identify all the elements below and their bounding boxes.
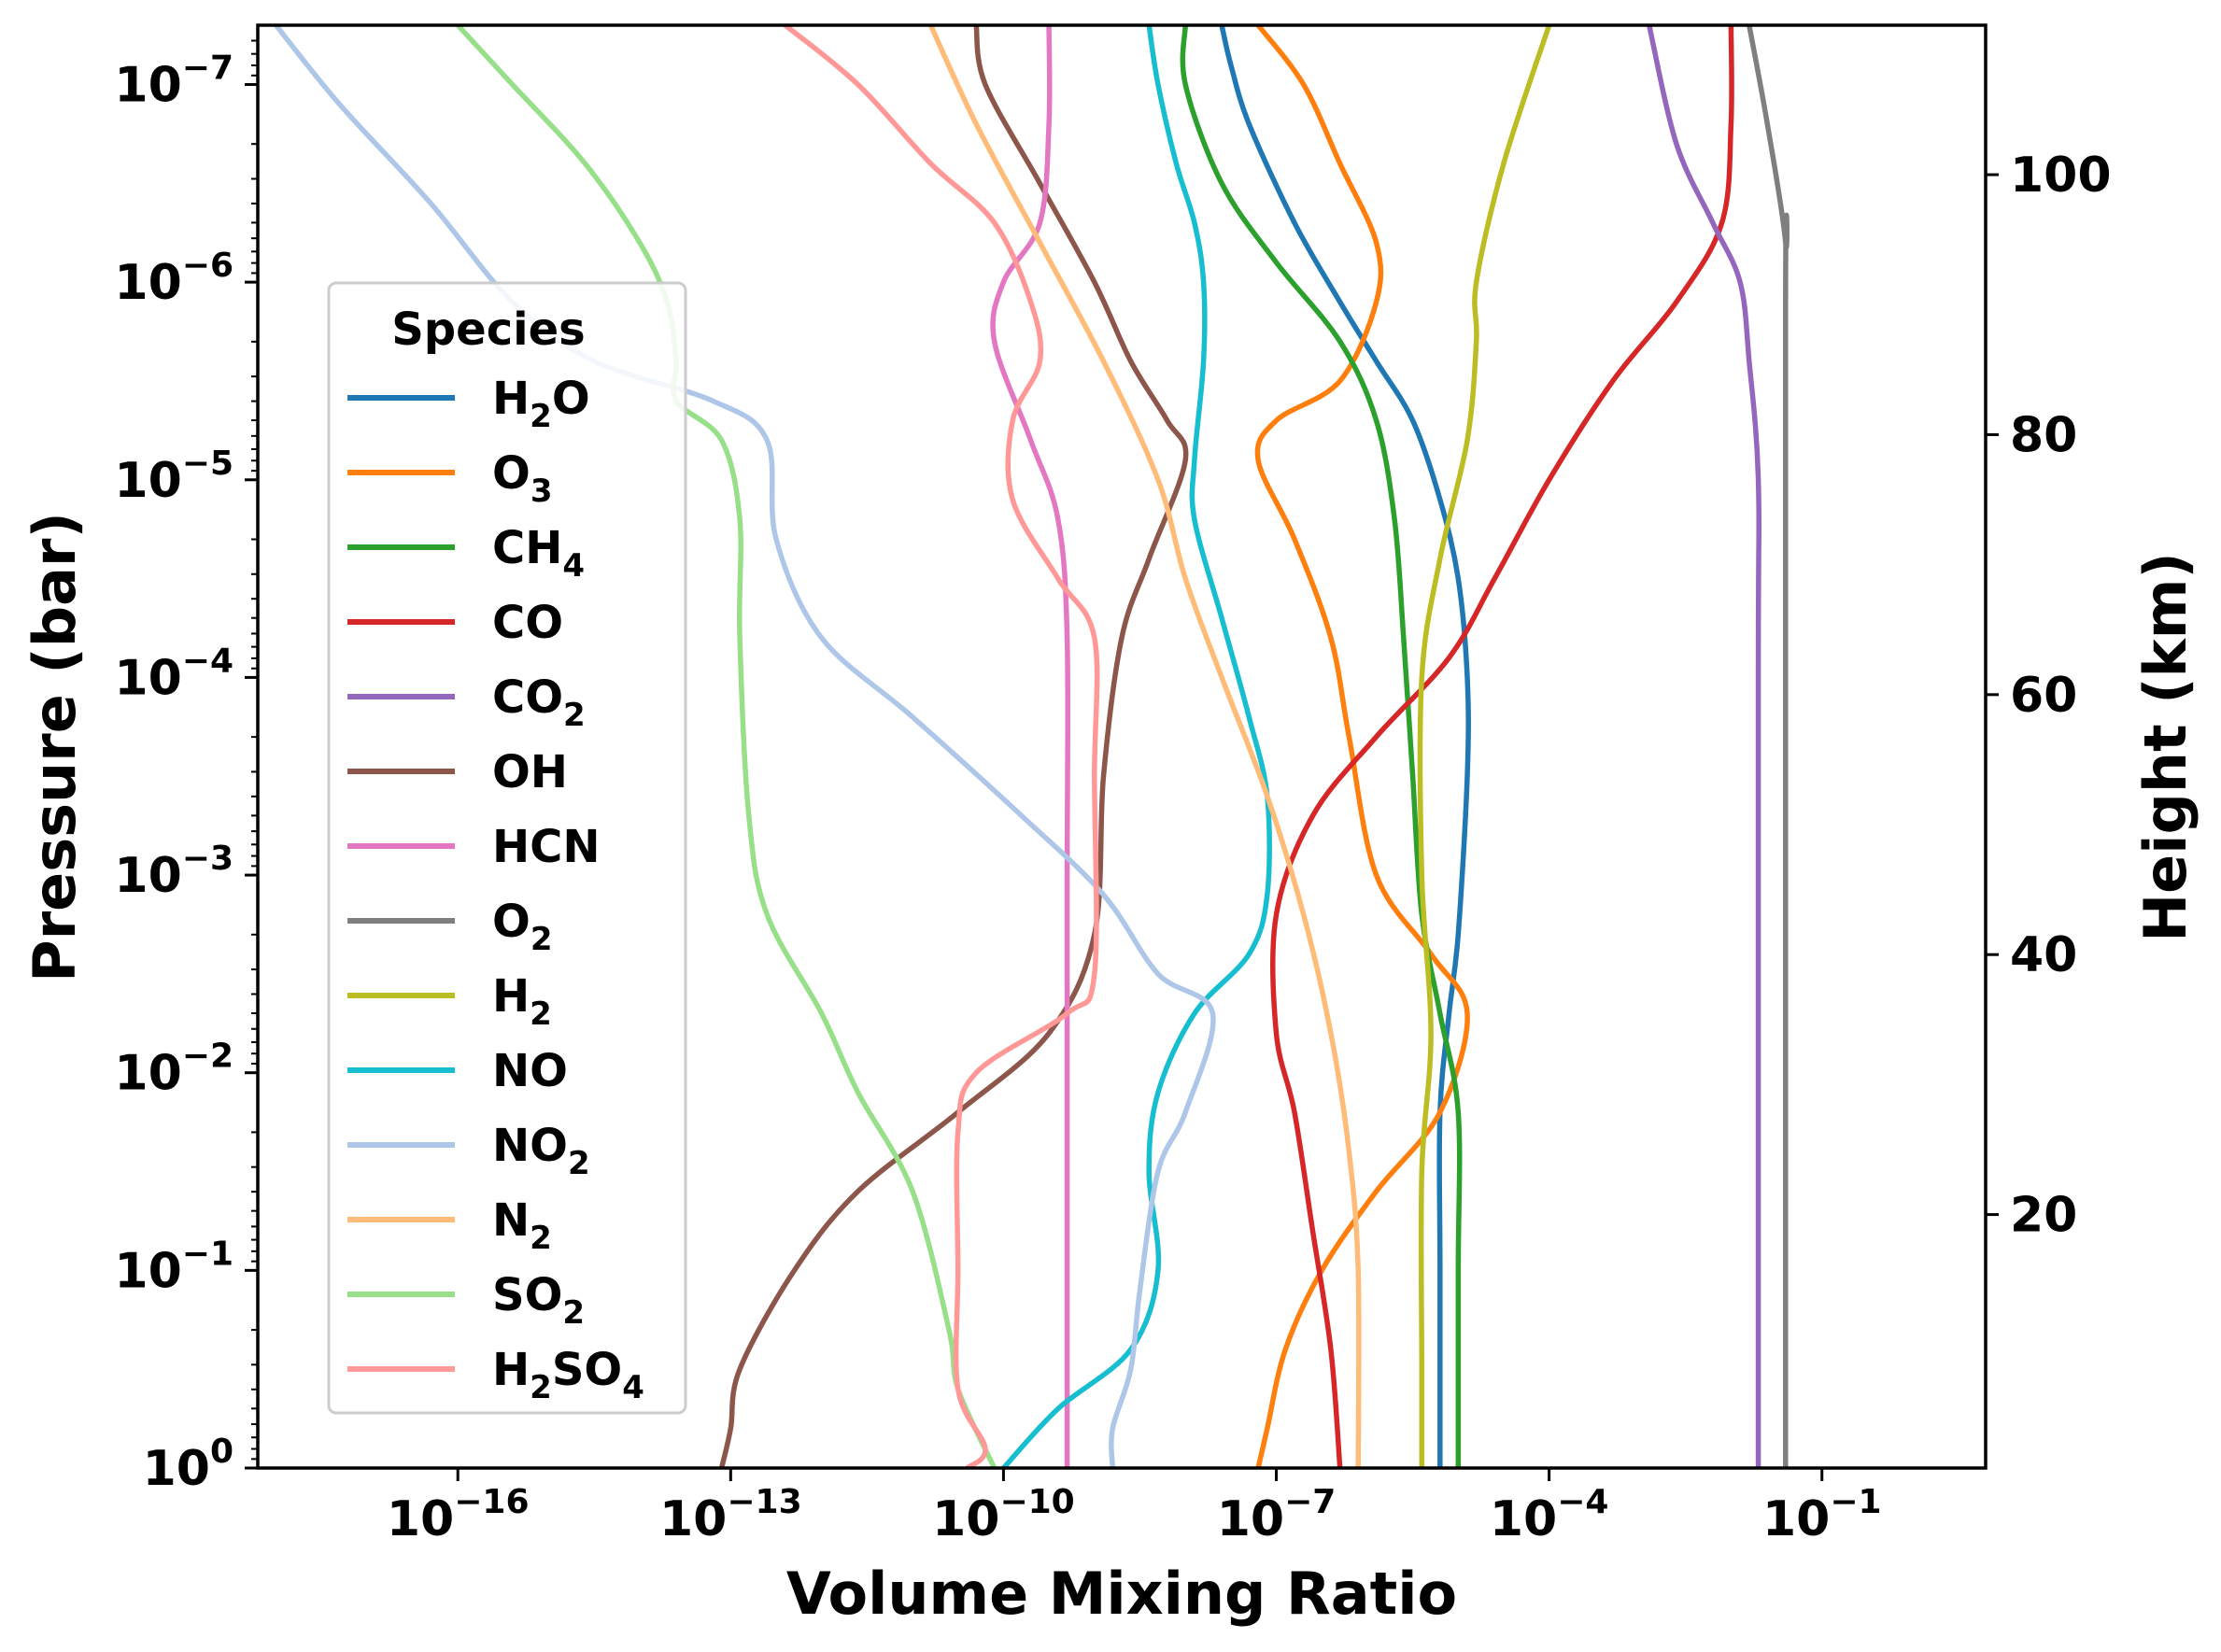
legend-label-no: NO (492, 1045, 568, 1097)
x-tick-label: 10−13 (659, 1483, 802, 1547)
x-tick-label: 10−10 (932, 1483, 1075, 1547)
legend-label-co2: CO2 (492, 671, 586, 734)
series-line-co2 (1646, 25, 1762, 1468)
legend-label-h2so4: H2SO4 (492, 1344, 644, 1406)
series-line-o3 (1254, 25, 1470, 1468)
legend-box (327, 281, 687, 1415)
x-tick-label: 10−4 (1490, 1483, 1609, 1547)
y2-tick-label: 20 (2010, 1188, 2077, 1244)
legend-label-h2: H2 (492, 970, 552, 1033)
y-tick-label: 10−2 (114, 1038, 233, 1102)
series-line-hcn (990, 25, 1071, 1468)
series-line-oh (718, 25, 1189, 1468)
x-tick-label: 10−1 (1762, 1483, 1882, 1547)
legend-label-ch4: CH4 (492, 522, 585, 585)
y2-tick-label: 80 (2010, 407, 2077, 463)
legend-label-o3: O3 (492, 447, 552, 510)
y-tick-label: 10−7 (114, 49, 233, 113)
series-line-h2so4 (782, 25, 1100, 1468)
y-axis-title: Pressure (bar) (21, 512, 89, 982)
y2-tick-label: 40 (2010, 927, 2077, 983)
y-tick-label: 10−6 (114, 247, 233, 311)
legend-label-h2o: H2O (492, 373, 590, 435)
series-layer (273, 25, 1790, 1468)
series-line-ch4 (1180, 25, 1463, 1468)
legend: Species H2O O3 CH4 CO CO2 OH HCN O2 H2 NO NO2 N2 SO2 H… (327, 281, 687, 1415)
y2-tick-label: 100 (2010, 148, 2112, 204)
legend-label-hcn: HCN (492, 821, 601, 873)
legend-label-oh: OH (492, 746, 568, 798)
legend-label-co: CO (492, 597, 563, 649)
series-line-co (1270, 25, 1734, 1468)
legend-label-n2o: N2 (492, 1194, 552, 1257)
ticks-layer: 10−16 10−13 10−10 10−7 10−4 10−1 10−7 10−6 10−5 1… (114, 39, 2112, 1547)
y-tick-label: 10−1 (114, 1235, 233, 1299)
y2-tick-label: 60 (2010, 668, 2077, 724)
y-tick-label: 10−4 (114, 642, 233, 706)
legend-label-o2: O2 (492, 896, 552, 958)
series-line-o2 (1747, 25, 1790, 1468)
series-line-n2o (927, 25, 1362, 1468)
series-line-so2 (455, 25, 997, 1468)
y-tick-label: 100 (143, 1433, 233, 1497)
y-tick-label: 10−3 (114, 840, 233, 904)
series-line-h2 (1417, 25, 1552, 1468)
legend-title: Species (391, 304, 586, 356)
legend-label-no2: NO2 (492, 1120, 590, 1182)
y-tick-label: 10−5 (114, 445, 233, 509)
legend-label-so2: SO2 (492, 1269, 585, 1332)
plot-frame (256, 23, 1988, 1470)
y2-axis-title: Height (km) (2131, 552, 2200, 941)
x-tick-label: 10−16 (387, 1483, 530, 1547)
x-axis-title: Volume Mixing Ratio (786, 1560, 1457, 1628)
x-tick-label: 10−7 (1217, 1483, 1337, 1547)
series-line-no (1000, 25, 1272, 1468)
